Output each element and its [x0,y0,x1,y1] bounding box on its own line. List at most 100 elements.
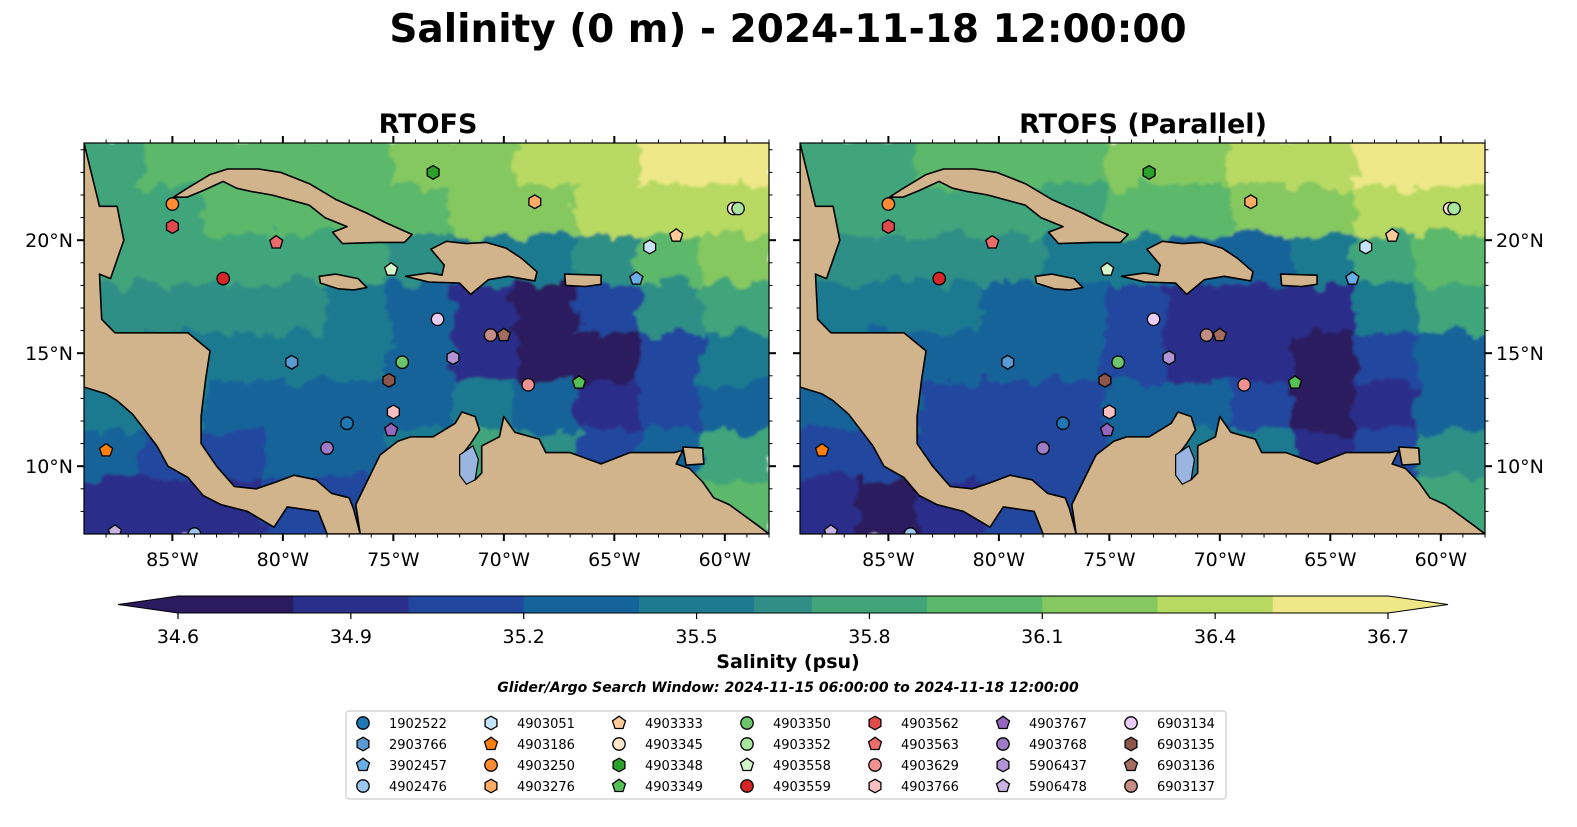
colorbar-tick-label: 36.1 [1021,626,1063,648]
colorbar-segment [235,596,294,613]
y-tick-label: 20°N [25,230,73,252]
colorbar-segment [984,596,1043,613]
legend-label: 4903350 [773,717,831,732]
platform-marker-5906437 [1162,350,1176,366]
platform-marker-4903768 [1036,441,1050,455]
legend-marker-3902457 [355,757,371,772]
legend-marker-6903136 [1123,757,1139,772]
legend-marker-4903768 [996,737,1010,751]
colorbar-segment [581,596,640,613]
legend-label: 6903136 [1157,759,1215,774]
legend-item-4903348: 4903348 [612,757,703,774]
legend-marker-4903345 [612,737,626,751]
platform-marker-4903349 [1287,374,1303,389]
legend-item-4903768: 4903768 [996,737,1087,753]
colorbar-tick-label: 36.4 [1194,626,1236,648]
platform-marker-4903352 [731,201,745,216]
colorbar-segment [1157,596,1216,613]
x-tick-label: 85°W [146,549,199,571]
legend-item-6903134: 6903134 [1124,716,1215,732]
legend-label: 4903349 [645,780,703,795]
legend-marker-6903137 [1124,779,1138,793]
land-2 [172,168,413,245]
legend-marker-4903563 [867,736,883,751]
legend-item-4903345: 4903345 [612,737,703,753]
legend-item-6903137: 6903137 [1124,779,1215,795]
legend-label: 4903629 [901,759,959,774]
colorbar-segment [1099,596,1159,613]
platform-marker-4903051 [643,239,657,255]
colorbar-segment [869,596,928,613]
platform-marker-4903558 [383,261,399,276]
y-tick-label: 20°N [1496,230,1544,252]
legend-marker-4903349 [611,778,627,793]
legend-label: 4903348 [645,759,703,774]
land-6 [682,446,705,466]
legend-item-4903766: 4903766 [868,778,959,795]
land-0 [800,143,1077,534]
land-2 [888,168,1129,245]
y-tick-label: 10°N [25,456,73,478]
search-window-note: Glider/Argo Search Window: 2024-11-15 06… [497,680,1079,696]
platform-marker-4903348 [426,164,440,180]
platform-marker-1902522 [340,416,354,431]
platform-marker-4903333 [668,227,684,242]
legend-label: 4903562 [901,717,959,732]
legend-marker-4903276 [484,778,498,794]
platform-marker-4903559 [216,271,231,286]
legend-item-4903333: 4903333 [611,715,703,732]
legend-label: 6903137 [1157,780,1215,795]
legend-label: 2903766 [389,738,447,753]
land-5 [1279,273,1318,288]
legend-label: 4903768 [1029,738,1087,753]
platform-marker-6903136 [496,327,512,342]
legend-item-4903186: 4903186 [483,736,575,753]
x-tick-label: 70°W [478,549,531,571]
colorbar-segment [811,596,871,613]
land-1 [355,411,769,534]
x-tick-label: 65°W [588,549,641,571]
legend-label: 4903186 [517,738,575,753]
platform-marker-4903558 [1099,261,1115,276]
platform-marker-2903766 [1001,354,1015,370]
colorbar-extend-high [1388,596,1448,613]
x-tick-label: 75°W [1083,549,1136,571]
platform-marker-4903352 [1447,201,1461,216]
legend-label: 4903558 [773,759,831,774]
legend-item-4903767: 4903767 [995,715,1087,732]
map-clip-0 [84,143,769,534]
map-frame-1 [799,142,1486,535]
y-tick-label: 15°N [1496,343,1544,365]
colorbar-segment [408,596,467,613]
platform-marker-4903563 [269,234,284,249]
platform-marker-4903766 [1102,404,1116,420]
platform-marker-4903629 [1237,377,1251,392]
platform-marker-2903766 [285,354,299,370]
land-0 [84,143,361,534]
legend-marker-4903350 [740,716,754,730]
legend-item-2903766: 2903766 [356,736,447,753]
platform-marker-6903135 [1098,372,1112,388]
colorbar-tick-label: 35.2 [503,626,545,648]
legend-label: 1902522 [389,717,447,732]
platform-marker-5906437 [446,350,460,366]
x-tick-label: 65°W [1304,549,1357,571]
colorbar-segment [927,596,986,613]
platform-marker-4903562 [165,219,179,235]
legend-marker-4903051 [484,715,498,731]
legend-marker-4903559 [740,779,754,793]
platform-marker-4903186 [814,442,830,457]
legend-item-4903562: 4903562 [868,715,959,732]
legend-marker-4903250 [484,758,498,772]
platform-marker-6903135 [382,372,396,388]
platform-marker-4903250 [881,197,896,211]
legend-item-4903629: 4903629 [868,758,959,774]
legend-label: 4903767 [1029,717,1087,732]
legend-label: 3902457 [389,759,447,774]
colorbar-tick-label: 34.6 [157,626,199,648]
legend-frame [345,710,1227,800]
platform-marker-3902457 [629,270,644,285]
land-1 [1071,411,1485,534]
colorbar-segment [466,596,525,613]
legend-marker-4903333 [611,715,627,730]
